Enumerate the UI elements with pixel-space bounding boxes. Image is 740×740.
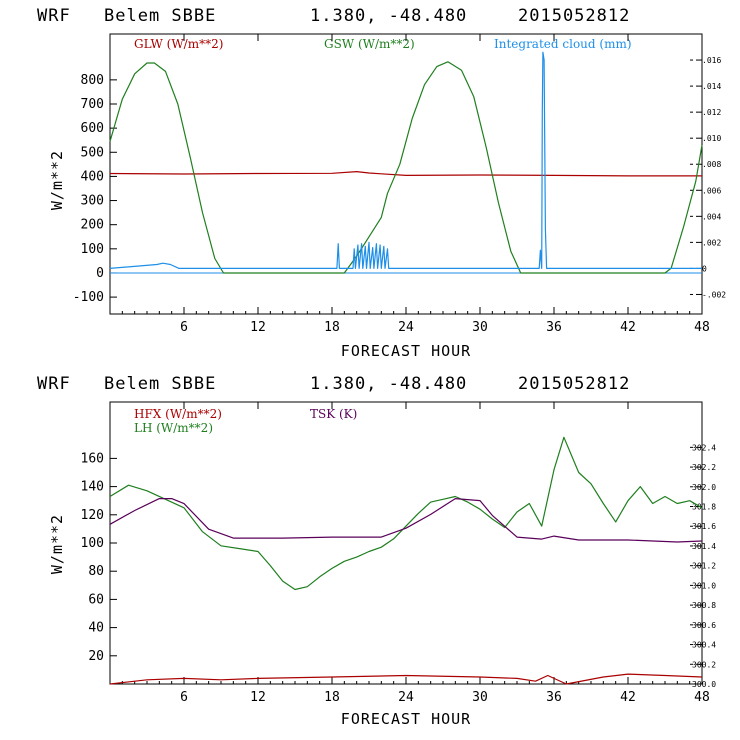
- series-line-lh: [109, 436, 703, 591]
- series-line-tsk: [109, 498, 703, 543]
- legend-gsw: GSW (W/m**2): [324, 37, 415, 51]
- legend-hfx: HFX (W/m**2): [134, 407, 222, 421]
- y-tick-label: 40: [88, 621, 104, 636]
- y2-tick-label: .012: [702, 108, 721, 117]
- x-tick-label: 18: [324, 320, 340, 335]
- chart-2-ylabel: W/m**2: [48, 514, 66, 574]
- y-tick-label: 400: [81, 169, 104, 184]
- y2-tick-label: 0: [702, 264, 707, 273]
- x-tick-label: 42: [620, 320, 636, 335]
- legend-glw: GLW (W/m**2): [134, 37, 223, 51]
- header-site: Belem SBBE: [104, 6, 216, 26]
- y2-tick-label: 302.2: [692, 463, 716, 472]
- series-line-gsw: [109, 61, 703, 274]
- y2-tick-label: 300.4: [692, 641, 716, 650]
- series-line-hfx: [109, 673, 703, 685]
- y-tick-label: 800: [81, 73, 104, 88]
- series-line-glw: [109, 171, 702, 177]
- chart-1-series: [109, 51, 703, 274]
- x-tick-label: 48: [694, 690, 710, 705]
- y2-tick-label: -.002: [702, 290, 726, 299]
- header-model: WRF: [37, 6, 71, 26]
- y-tick-label: 0: [96, 266, 104, 281]
- chart-1-axes: 6 12 18 24 30 36 42 48 -100 0 100 200 300 400 500 600 70…: [73, 34, 726, 335]
- legend-tsk: TSK (K): [310, 407, 357, 421]
- y-tick-label: 140: [81, 480, 104, 495]
- y2-tick-label: 301.2: [692, 562, 716, 571]
- header-coords: 1.380, -48.480: [310, 374, 467, 394]
- x-tick-label: 12: [250, 690, 266, 705]
- x-tick-label: 36: [546, 690, 562, 705]
- x-tick-label: 48: [694, 320, 710, 335]
- y-tick-label: 60: [88, 592, 104, 607]
- y-tick-label: 200: [81, 218, 104, 233]
- y-tick-label: 20: [88, 649, 104, 664]
- y-tick-label: -100: [73, 290, 104, 305]
- y2-tick-label: .004: [702, 212, 721, 221]
- y2-tick-label: .014: [702, 82, 721, 91]
- chart-2-xlabel: FORECAST HOUR: [341, 710, 471, 728]
- x-tick-label: 6: [180, 320, 188, 335]
- x-tick-label: 24: [398, 690, 414, 705]
- chart-1-title: WRF Belem SBBE 1.380, -48.480 2015052812: [37, 6, 630, 26]
- y2-tick-label: 301.0: [692, 581, 716, 590]
- chart-2-title: WRF Belem SBBE 1.380, -48.480 2015052812: [37, 374, 630, 394]
- x-tick-label: 12: [250, 320, 266, 335]
- chart-1-xlabel: FORECAST HOUR: [341, 342, 471, 360]
- y2-tick-label: .006: [702, 186, 721, 195]
- x-tick-label: 30: [472, 690, 488, 705]
- x-tick-label: 24: [398, 320, 414, 335]
- x-tick-label: 36: [546, 320, 562, 335]
- y2-tick-label: .010: [702, 134, 721, 143]
- y-tick-label: 100: [81, 242, 104, 257]
- y2-tick-label: 300.0: [692, 680, 716, 689]
- y2-tick-label: .002: [702, 238, 721, 247]
- x-tick-label: 30: [472, 320, 488, 335]
- header-coords: 1.380, -48.480: [310, 6, 467, 26]
- y2-tick-label: 302.0: [692, 483, 716, 492]
- y-tick-label: 500: [81, 145, 104, 160]
- header-site: Belem SBBE: [104, 374, 216, 394]
- chart-1-ylabel: W/m**2: [48, 150, 66, 210]
- chart-2-series: [109, 436, 703, 685]
- y2-tick-label: 301.8: [692, 503, 716, 512]
- x-tick-label: 18: [324, 690, 340, 705]
- y2-tick-label: 301.6: [692, 522, 716, 531]
- y2-tick-label: .016: [702, 56, 721, 65]
- header-date: 2015052812: [518, 6, 630, 26]
- y-tick-label: 600: [81, 121, 104, 136]
- y-tick-label: 100: [81, 536, 104, 551]
- y-tick-label: 300: [81, 194, 104, 209]
- y-tick-label: 120: [81, 508, 104, 523]
- y2-tick-label: 300.2: [692, 660, 716, 669]
- y2-tick-label: .008: [702, 160, 721, 169]
- series-line-integrated: [109, 51, 702, 269]
- chart-2-plot-frame: [109, 401, 703, 685]
- y-tick-label: 80: [88, 564, 104, 579]
- header-date: 2015052812: [518, 374, 630, 394]
- y2-tick-label: 300.6: [692, 621, 716, 630]
- chart-2-axes: 6 12 18 24 30 36 42 48 20 40 60 80 100 120 140 160 300.0…: [81, 402, 716, 705]
- y2-tick-label: 300.8: [692, 601, 716, 610]
- header-model: WRF: [37, 374, 71, 394]
- y-tick-label: 700: [81, 97, 104, 112]
- x-tick-label: 42: [620, 690, 636, 705]
- y2-tick-label: 301.4: [692, 542, 716, 551]
- legend-cloud: Integrated cloud (mm): [494, 37, 632, 51]
- legend-lh: LH (W/m**2): [134, 421, 213, 435]
- y-tick-label: 160: [81, 451, 104, 466]
- y2-tick-label: 302.4: [692, 443, 716, 452]
- x-tick-label: 6: [180, 690, 188, 705]
